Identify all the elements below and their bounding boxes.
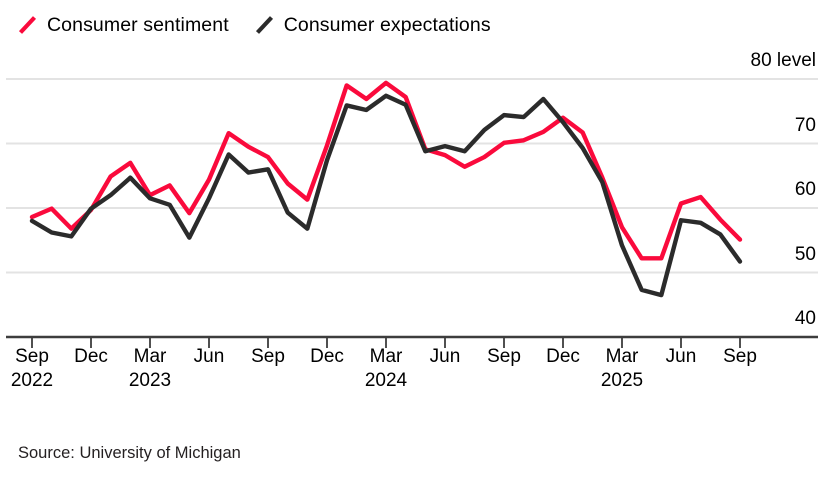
x-axis-label-month: Sep bbox=[487, 346, 521, 367]
y-axis-label: 50 bbox=[794, 243, 816, 265]
y-axis-label: 70 bbox=[794, 114, 816, 136]
legend-label-consumer-expectations: Consumer expectations bbox=[283, 14, 491, 36]
x-axis-label-year: 2025 bbox=[600, 370, 644, 391]
legend-item-consumer-sentiment: Consumer sentiment bbox=[18, 14, 229, 36]
y-axis-label: 80 level bbox=[750, 50, 817, 71]
x-axis-label: Sep bbox=[487, 345, 521, 369]
x-axis-label: Dec bbox=[310, 345, 344, 369]
x-axis-label-month: Mar bbox=[605, 346, 639, 367]
x-axis-label: Dec bbox=[74, 345, 108, 369]
x-axis-labels: Sep 2022 Dec Mar 2023 Jun Sep Dec Mar 2024 Jun Sep D… bbox=[0, 345, 824, 415]
x-axis-label-month: Dec bbox=[310, 346, 344, 367]
x-axis-label-month: Sep bbox=[723, 346, 757, 367]
gridlines bbox=[6, 78, 818, 274]
x-axis-label: Jun bbox=[194, 345, 225, 369]
x-axis-label-month: Jun bbox=[193, 346, 225, 367]
chart-legend: Consumer sentiment Consumer expectations bbox=[18, 8, 491, 42]
x-axis-label-month: Sep bbox=[15, 346, 49, 367]
x-axis-label: Mar 2025 bbox=[601, 345, 643, 393]
series-line-consumer-sentiment bbox=[29, 80, 743, 261]
x-axis-label: Sep bbox=[251, 345, 285, 369]
x-axis-ticks bbox=[31, 338, 741, 348]
x-axis-label: Jun bbox=[430, 345, 461, 369]
x-axis-label-month: Mar bbox=[369, 346, 403, 367]
x-axis-label-month: Dec bbox=[546, 346, 580, 367]
y-axis-label: 40 bbox=[794, 308, 816, 329]
source-note: Source: University of Michigan bbox=[18, 444, 241, 462]
x-axis-label: Mar 2023 bbox=[129, 345, 171, 393]
x-axis-label-month: Jun bbox=[429, 346, 461, 367]
x-axis-label-month: Dec bbox=[74, 346, 108, 367]
x-axis-label: Jun bbox=[666, 345, 697, 369]
x-axis-label-month: Sep bbox=[251, 346, 285, 367]
y-axis-label: 60 bbox=[794, 179, 816, 200]
x-axis-label-month: Mar bbox=[133, 346, 167, 367]
legend-label-consumer-sentiment: Consumer sentiment bbox=[47, 14, 229, 36]
x-axis-label-year: 2022 bbox=[10, 370, 54, 391]
line-slash-icon-sentiment bbox=[18, 16, 37, 34]
line-slash-icon-expectations bbox=[255, 16, 273, 34]
x-axis-label-month: Jun bbox=[665, 346, 697, 367]
series-line-consumer-expectations bbox=[29, 93, 743, 298]
x-axis-label: Mar 2024 bbox=[365, 345, 407, 393]
x-axis-label-year: 2024 bbox=[364, 370, 408, 391]
chart-svg bbox=[6, 78, 818, 348]
series-lines bbox=[29, 80, 743, 298]
x-axis-label: Sep bbox=[723, 345, 757, 369]
legend-item-consumer-expectations: Consumer expectations bbox=[255, 14, 491, 36]
x-axis-label-year: 2023 bbox=[128, 370, 172, 391]
x-axis-label: Sep 2022 bbox=[11, 345, 53, 393]
x-axis-label: Dec bbox=[546, 345, 580, 369]
plot-area bbox=[6, 78, 818, 348]
